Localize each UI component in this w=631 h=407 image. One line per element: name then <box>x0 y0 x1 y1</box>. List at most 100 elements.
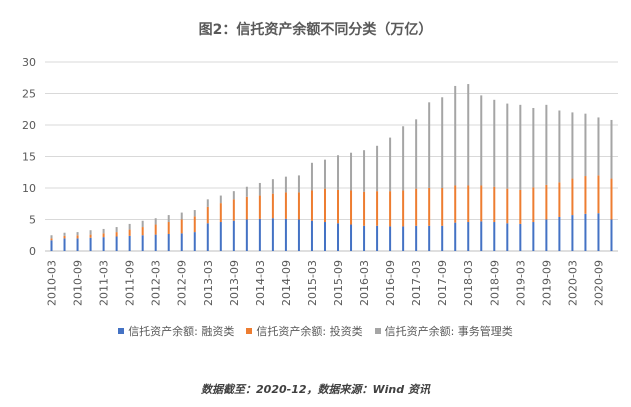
x-tick-label: 2010-03 <box>46 260 59 306</box>
legend-label-investment: 信托资产余额: 投资类 <box>256 325 363 338</box>
bar-investment-2016-12 <box>402 190 405 227</box>
bar-management-2015-09 <box>337 155 340 190</box>
bar-financing-2011-09 <box>128 235 131 251</box>
x-tick-label: 2011-03 <box>98 260 111 306</box>
bar-financing-2019-09 <box>545 219 548 251</box>
bar-financing-2011-12 <box>141 235 144 251</box>
bar-management-2019-03 <box>519 104 522 190</box>
x-tick-label: 2010-09 <box>72 260 85 306</box>
bar-investment-2020-09 <box>597 175 600 214</box>
bar-management-2013-09 <box>232 191 235 200</box>
bar-investment-2011-12 <box>141 227 144 236</box>
x-tick-label: 2015-09 <box>332 260 345 306</box>
bar-investment-2017-12 <box>454 185 457 223</box>
bar-management-2018-03 <box>467 84 470 186</box>
bar-financing-2013-12 <box>245 219 248 251</box>
bar-financing-2020-09 <box>597 213 600 251</box>
legend-item-financing: 信托资产余额: 融资类 <box>118 323 234 339</box>
bar-management-2015-12 <box>350 152 353 191</box>
bar-investment-2013-03 <box>206 206 209 224</box>
bar-financing-2015-12 <box>350 224 353 251</box>
x-tick-label: 2020-09 <box>592 260 605 306</box>
bar-financing-2015-03 <box>310 220 313 251</box>
bar-financing-2012-09 <box>180 233 183 251</box>
bar-management-2017-03 <box>415 119 418 189</box>
bar-financing-2014-09 <box>284 218 287 251</box>
bar-financing-2015-06 <box>323 222 326 251</box>
bar-management-2011-09 <box>128 223 131 230</box>
bar-management-2011-03 <box>102 228 105 234</box>
bar-investment-2010-06 <box>63 235 66 239</box>
y-tick-label: 20 <box>22 119 36 132</box>
bar-financing-2012-06 <box>167 233 170 251</box>
bar-financing-2017-12 <box>454 222 457 251</box>
bars <box>50 84 613 251</box>
bar-financing-2013-09 <box>232 220 235 251</box>
bar-financing-2017-09 <box>441 225 444 251</box>
bar-management-2011-06 <box>115 227 118 233</box>
legend-item-investment: 信托资产余额: 投资类 <box>246 323 363 339</box>
bar-management-2020-03 <box>571 112 574 179</box>
bar-financing-2016-06 <box>376 225 379 251</box>
bar-investment-2014-06 <box>271 193 274 219</box>
bar-investment-2012-03 <box>154 224 157 235</box>
bar-financing-2010-12 <box>89 237 92 251</box>
legend-swatch-investment <box>246 328 253 334</box>
bar-management-2012-03 <box>154 218 157 225</box>
x-tick-label: 2017-09 <box>436 260 449 306</box>
bar-management-2019-09 <box>545 104 548 185</box>
bar-investment-2012-12 <box>193 216 196 233</box>
bar-investment-2018-03 <box>467 185 470 223</box>
bar-investment-2016-09 <box>389 191 392 227</box>
bar-management-2015-06 <box>323 159 326 189</box>
bar-financing-2019-06 <box>532 222 535 251</box>
bar-management-2013-12 <box>245 186 248 197</box>
gridlines <box>45 61 618 252</box>
bar-financing-2010-09 <box>76 238 79 251</box>
bar-investment-2016-03 <box>363 191 366 226</box>
bar-financing-2011-03 <box>102 237 105 251</box>
x-tick-label: 2012-03 <box>150 260 163 306</box>
bar-financing-2010-06 <box>63 238 66 251</box>
bar-investment-2019-03 <box>519 189 522 224</box>
bar-financing-2020-06 <box>584 213 587 251</box>
bar-financing-2018-06 <box>480 221 483 251</box>
bar-investment-2013-09 <box>232 199 235 221</box>
bar-investment-2019-12 <box>558 182 561 217</box>
bar-management-2013-03 <box>206 199 209 207</box>
y-tick-label: 15 <box>22 151 36 164</box>
bar-investment-2012-09 <box>180 219 183 234</box>
bar-investment-2019-06 <box>532 187 535 223</box>
bar-investment-2011-06 <box>115 232 118 237</box>
bar-investment-2010-09 <box>76 235 79 239</box>
bar-management-2017-09 <box>441 97 444 188</box>
legend-label-financing: 信托资产余额: 融资类 <box>128 325 235 338</box>
x-tick-label: 2020-03 <box>566 260 579 306</box>
bar-investment-2018-09 <box>493 186 496 223</box>
x-axis: 2010-03 2010-09 2011-03 2011-09 2012-03 2012-… <box>46 260 606 306</box>
bar-financing-2019-03 <box>519 223 522 251</box>
bar-financing-2016-12 <box>402 226 405 251</box>
x-tick-label: 2013-09 <box>228 260 241 306</box>
bar-management-2016-03 <box>363 150 366 192</box>
x-tick-label: 2014-03 <box>254 260 267 306</box>
bar-management-2020-12 <box>610 119 613 179</box>
bar-investment-2011-09 <box>128 229 131 236</box>
x-tick-label: 2011-09 <box>124 260 137 306</box>
bar-investment-2015-09 <box>337 189 340 224</box>
bar-management-2020-09 <box>597 117 600 176</box>
bar-management-2014-03 <box>258 182 261 196</box>
bar-financing-2013-06 <box>219 222 222 251</box>
bar-management-2015-03 <box>310 162 313 191</box>
bar-investment-2014-03 <box>258 195 261 219</box>
y-tick-label: 0 <box>29 245 36 258</box>
bar-management-2020-06 <box>584 113 587 177</box>
bar-financing-2014-03 <box>258 218 261 251</box>
x-tick-label: 2013-03 <box>202 260 215 306</box>
source-note: 数据截至：2020-12，数据来源：Wind 资讯 <box>201 383 430 396</box>
x-tick-label: 2016-03 <box>358 260 371 306</box>
bar-financing-2019-12 <box>558 216 561 251</box>
bar-management-2010-06 <box>63 232 66 236</box>
x-tick-label: 2018-09 <box>488 260 501 306</box>
